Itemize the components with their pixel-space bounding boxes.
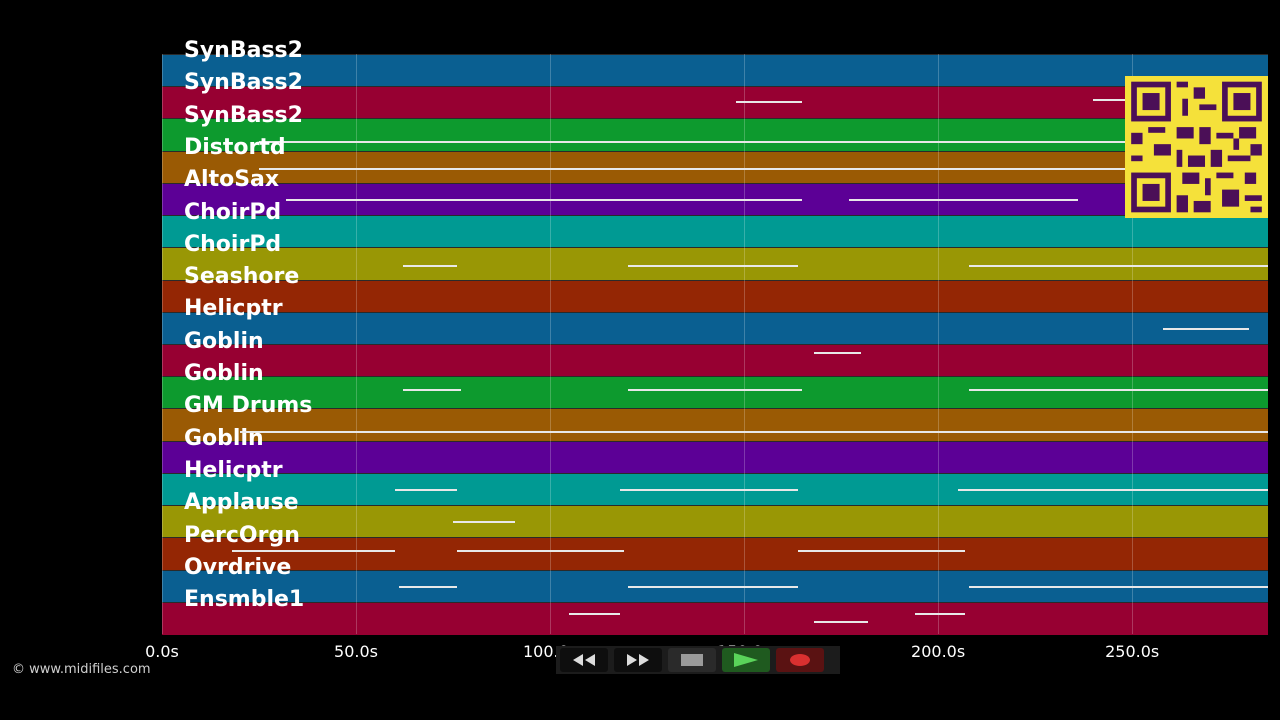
fast-forward-button[interactable] (614, 648, 662, 672)
play-icon (734, 653, 758, 667)
note (1093, 99, 1133, 102)
track-label: Helicptr (184, 457, 283, 483)
note (231, 550, 395, 553)
track-label: SynBass2 (184, 70, 303, 96)
track-lane[interactable] (162, 279, 1268, 313)
track-lane[interactable] (162, 408, 1268, 442)
track-label: Distortd (184, 134, 286, 160)
note (239, 431, 1268, 433)
stop-button[interactable] (668, 648, 716, 672)
piano-roll[interactable] (162, 54, 1268, 635)
track-lane[interactable] (162, 537, 1268, 571)
track-lane[interactable] (162, 86, 1268, 120)
track-label: AltoSax (184, 167, 280, 193)
note (627, 389, 803, 392)
track-label: SynBass2 (184, 102, 303, 128)
note (813, 621, 869, 624)
note (394, 489, 457, 491)
track-lane[interactable] (162, 54, 1268, 88)
track-label: ChoirPd (184, 231, 282, 257)
note (259, 168, 1133, 171)
track-lane[interactable] (162, 376, 1268, 410)
note (813, 352, 861, 355)
note (259, 141, 1133, 143)
note (569, 613, 620, 616)
note (627, 265, 799, 268)
note (914, 613, 966, 616)
note (402, 265, 457, 268)
note (456, 550, 624, 553)
track-lane[interactable] (162, 601, 1268, 635)
track-lane[interactable] (162, 118, 1268, 152)
note (627, 585, 799, 588)
note (736, 100, 803, 103)
track-label: Goblin (184, 361, 264, 386)
grid-line (356, 54, 358, 634)
note (398, 585, 457, 588)
grid-line (550, 54, 552, 634)
stop-icon (681, 654, 703, 666)
note (969, 389, 1268, 392)
transport-controls (556, 646, 840, 674)
track-label: Goblin (184, 425, 264, 451)
track-lane[interactable] (162, 440, 1268, 474)
track-label: Applause (184, 490, 299, 516)
note (1163, 327, 1249, 330)
note (453, 521, 516, 524)
note (763, 168, 1133, 171)
qr-code-image (1131, 81, 1262, 213)
note (286, 199, 803, 201)
qr-code (1125, 76, 1268, 218)
time-tick-label: 50.0s (334, 642, 379, 661)
note (848, 199, 1078, 201)
track-lane[interactable] (162, 150, 1268, 184)
play-button[interactable] (722, 648, 770, 672)
note (798, 550, 966, 553)
track-label: PercOrgn (184, 522, 300, 548)
grid-line (1132, 54, 1134, 634)
note (957, 489, 1268, 491)
grid-line (744, 54, 746, 634)
track-label: Helicptr (184, 296, 283, 322)
fast-forward-icon (627, 654, 649, 666)
credit-text: © www.midifiles.com (12, 662, 151, 677)
record-button[interactable] (776, 648, 824, 672)
note (402, 389, 461, 392)
rewind-button[interactable] (560, 648, 608, 672)
rewind-icon (573, 654, 595, 666)
track-label: GM Drums (184, 393, 313, 419)
track-label: Goblin (184, 328, 264, 354)
time-tick-label: 250.0s (1105, 642, 1160, 661)
grid-line (938, 54, 940, 634)
note (969, 265, 1268, 268)
time-tick-label: 200.0s (911, 642, 966, 661)
note (969, 585, 1268, 588)
track-lane[interactable] (162, 247, 1268, 281)
grid-line (162, 54, 163, 634)
track-lane[interactable] (162, 215, 1268, 249)
track-label: SynBass2 (184, 38, 303, 63)
track-lane[interactable] (162, 505, 1268, 539)
record-icon (790, 654, 810, 666)
track-label: Ovrdrive (184, 554, 292, 580)
track-label: Ensmble1 (184, 587, 305, 613)
track-label: Seashore (184, 264, 300, 290)
note (619, 489, 799, 491)
track-lane[interactable] (162, 344, 1268, 378)
track-label: ChoirPd (184, 199, 282, 225)
track-lane[interactable] (162, 311, 1268, 345)
time-tick-label: 0.0s (145, 642, 179, 661)
